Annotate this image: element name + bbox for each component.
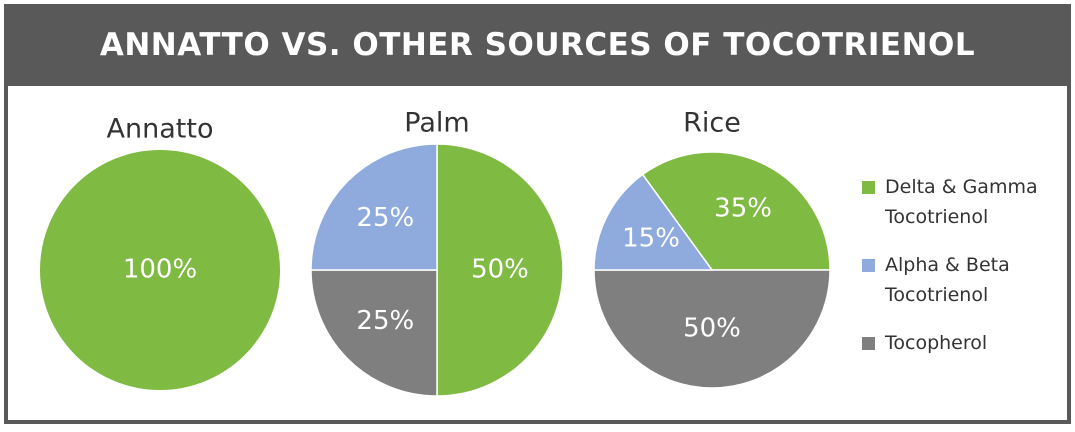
pie-slice xyxy=(641,151,831,271)
legend-item: Tocopherol xyxy=(862,328,1062,358)
data-label: 50% xyxy=(683,314,741,344)
pie-title: Annatto xyxy=(107,114,214,145)
pie-slice xyxy=(593,173,714,271)
legend-label: Alpha & Beta Tocotrienol xyxy=(885,254,1010,306)
legend-item: Alpha & Beta Tocotrienol xyxy=(862,250,1062,310)
legend-item: Delta & Gamma Tocotrienol xyxy=(862,172,1062,232)
data-label: 25% xyxy=(356,203,414,233)
data-label: 50% xyxy=(471,255,529,285)
legend-swatch xyxy=(862,181,875,194)
chart-title: ANNATTO VS. OTHER SOURCES OF TOCOTRIENOL xyxy=(99,27,976,63)
data-label: 25% xyxy=(356,306,414,336)
pie-title: Palm xyxy=(404,108,469,139)
title-bar: ANNATTO VS. OTHER SOURCES OF TOCOTRIENOL xyxy=(4,4,1071,86)
legend-swatch xyxy=(862,337,875,350)
pie-title: Rice xyxy=(683,108,741,139)
data-label: 100% xyxy=(123,255,197,285)
pie-slice xyxy=(310,269,438,397)
pie-slice xyxy=(593,269,831,389)
pie-slice xyxy=(310,143,438,271)
legend: Delta & Gamma Tocotrienol Alpha & Beta To… xyxy=(862,172,1062,376)
legend-label: Tocopherol xyxy=(885,332,988,354)
data-label: 35% xyxy=(714,194,772,224)
pie-slice xyxy=(40,150,280,390)
legend-swatch xyxy=(862,259,875,272)
data-label: 15% xyxy=(622,223,680,253)
pie-slice xyxy=(436,143,564,397)
legend-label: Delta & Gamma Tocotrienol xyxy=(885,176,1038,228)
